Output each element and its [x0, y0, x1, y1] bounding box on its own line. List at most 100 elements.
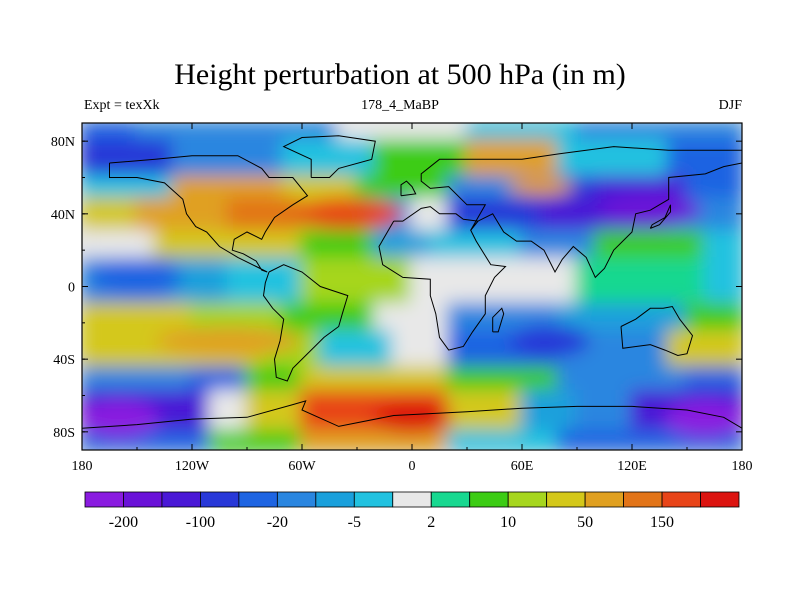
field-extremum: [665, 400, 742, 438]
coastline-south-america: [262, 264, 349, 382]
field-cell: [703, 230, 742, 262]
colorbar-box: [700, 491, 740, 508]
field-cell: [208, 429, 304, 450]
colorbar-label: -20: [267, 514, 288, 531]
colorbar-label: 10: [500, 514, 516, 531]
colorbar-label: -5: [348, 514, 361, 531]
x-tick-label: 60E: [511, 459, 534, 474]
colorbar-label: -200: [109, 514, 138, 531]
x-tick-label: 180: [732, 459, 753, 474]
field-cell: [446, 366, 561, 394]
season-label: DJF: [718, 98, 742, 113]
field-cell: [666, 139, 742, 180]
chart-title: Height perturbation at 500 hPa (in m): [174, 58, 626, 91]
field-cell: [556, 366, 689, 394]
colorbar-box: [507, 491, 548, 508]
field-cell: [318, 329, 396, 371]
colorbar-box: [392, 491, 432, 508]
field-cell: [391, 329, 451, 371]
field-cell: [300, 230, 378, 262]
colorbar-box: [276, 491, 317, 508]
field-cell: [171, 175, 286, 202]
colorbar-box: [200, 491, 240, 508]
field-cell: [82, 139, 176, 180]
coastline-australia: [620, 305, 694, 357]
field-cell: [465, 123, 579, 144]
field-cell: [575, 123, 742, 144]
colorbar: -200 -100 -20 -5 2 10 50 150: [84, 491, 740, 531]
colorbar-box: [353, 491, 394, 508]
coastline-eurasia-africa: [378, 206, 507, 351]
field-cell: [281, 302, 378, 334]
coastline-japan: [649, 204, 671, 229]
colorbar-box: [623, 491, 663, 508]
field-cell: [171, 257, 231, 307]
field-cell: [575, 389, 634, 434]
field-cell: [685, 366, 742, 394]
field-cell: [373, 302, 451, 334]
field-cell: [410, 197, 451, 234]
colorbar-box: [315, 491, 355, 508]
x-tick-label: 120E: [617, 459, 647, 474]
field-cell: [82, 230, 158, 262]
field-cell: [300, 366, 451, 394]
field-cell: [373, 230, 433, 262]
field-cell: [410, 257, 469, 307]
field-extremum: [91, 259, 183, 296]
x-tick-label: 0: [409, 459, 416, 474]
colorbar-box: [469, 491, 509, 508]
field-cell: [135, 197, 231, 234]
colorbar-box: [584, 491, 624, 508]
field-cell: [245, 389, 304, 434]
field-cell: [171, 139, 286, 180]
y-tick-label: 40N: [51, 208, 75, 223]
y-tick-label: 0: [68, 281, 75, 296]
coastline-greenland: [282, 135, 376, 178]
field-cell: [300, 257, 414, 307]
contour-field: [82, 123, 742, 450]
field-cell: [300, 429, 451, 450]
colorbar-label: -100: [186, 514, 215, 531]
field-cell: [575, 257, 708, 307]
coastlines: [82, 135, 742, 429]
x-tick-label: 60W: [288, 459, 316, 474]
colorbar-label: 2: [427, 514, 435, 531]
field-extremum: [507, 177, 574, 196]
field-cell: [82, 123, 139, 144]
field-cell: [520, 389, 579, 434]
colorbar-label: 150: [650, 514, 674, 531]
field-cell: [82, 197, 139, 234]
field-extremum: [155, 326, 302, 356]
field-cell: [336, 123, 469, 144]
field-cell: [226, 197, 304, 234]
field-cell: [153, 230, 304, 262]
field-cell: [703, 257, 742, 307]
coastline-antarctica: [82, 400, 742, 429]
colorbar-box: [661, 491, 701, 508]
field-cell: [428, 230, 524, 262]
y-tick-label: 80S: [53, 426, 75, 441]
field-cell: [465, 257, 579, 307]
field-cell: [82, 175, 176, 202]
field-cell: [208, 389, 249, 434]
field-cell: [135, 123, 341, 144]
axes: 180 120W 60W 0 60E 120E 180 80N 40N 0 40S 80S: [51, 123, 753, 474]
field-cell: [685, 175, 742, 202]
field-cell: [556, 139, 671, 180]
coastline-north-america: [109, 155, 309, 273]
colorbar-box: [238, 491, 278, 508]
field-cell: [281, 139, 378, 180]
y-tick-label: 80N: [51, 135, 75, 150]
colorbar-box: [161, 491, 201, 508]
coastline-uk: [400, 180, 417, 197]
coastline-madagascar: [492, 307, 505, 333]
field-cell: [593, 230, 708, 262]
field-extremum: [371, 400, 453, 434]
experiment-label: Expt = texXk: [84, 98, 160, 113]
colorbar-box: [84, 491, 124, 508]
field-cell: [446, 197, 543, 234]
x-tick-label: 120W: [175, 459, 210, 474]
field-extremum: [509, 324, 590, 358]
field-cell: [666, 329, 742, 371]
